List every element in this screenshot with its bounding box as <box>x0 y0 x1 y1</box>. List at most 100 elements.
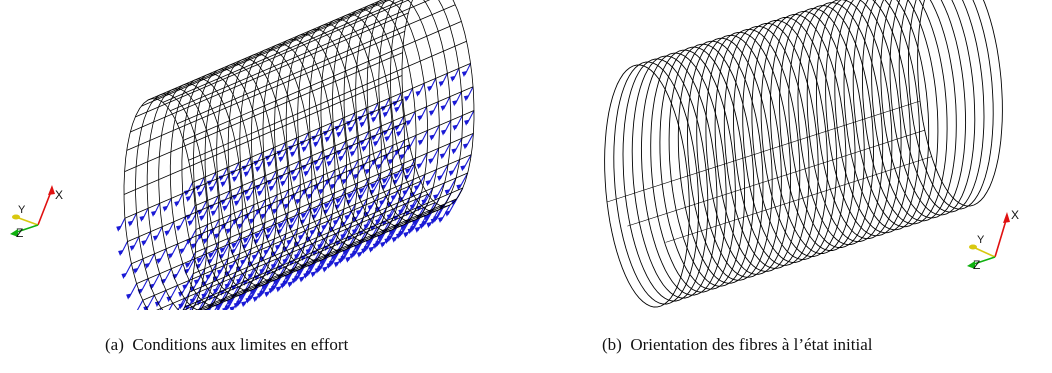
force-arrow <box>453 138 463 153</box>
force-arrow <box>389 190 399 207</box>
force-arrow <box>431 101 439 115</box>
force-arrow <box>377 195 387 212</box>
force-arrow <box>297 189 306 203</box>
force-arrow <box>209 248 219 264</box>
force-arrow <box>186 258 195 274</box>
mesh-generator-line <box>141 0 391 107</box>
mesh-generator-line <box>184 187 463 308</box>
force-arrow-head <box>278 156 284 163</box>
force-arrow-head <box>272 208 277 215</box>
force-arrow <box>275 266 286 284</box>
force-arrow <box>157 290 167 306</box>
force-arrow-head <box>277 222 283 229</box>
mesh-generator-line <box>142 180 421 301</box>
force-arrow-head <box>224 283 230 290</box>
force-arrow-head <box>151 210 156 217</box>
force-arrow-head <box>371 116 377 123</box>
mesh-ring <box>274 33 348 262</box>
force-arrow-head <box>352 228 357 235</box>
force-arrow <box>238 255 248 271</box>
force-arrow-head <box>427 85 433 92</box>
force-arrow <box>187 293 197 309</box>
force-arrow-head <box>154 301 160 308</box>
force-arrow <box>262 203 271 218</box>
force-arrow <box>158 248 167 263</box>
force-arrow-head <box>280 282 286 289</box>
force-arrow <box>135 258 144 273</box>
force-arrow <box>302 208 311 224</box>
caption-b: (b) Orientation des fibres à l’état init… <box>602 335 873 355</box>
force-arrow-head <box>460 165 466 172</box>
axis-y-label: Y <box>18 204 26 216</box>
force-arrow-head <box>333 261 339 268</box>
fibre-ring <box>788 5 874 248</box>
force-arrow <box>443 96 451 110</box>
force-arrow <box>396 116 405 130</box>
force-arrow <box>371 179 381 194</box>
force-arrow <box>373 126 381 140</box>
force-arrow <box>292 184 301 199</box>
force-arrow <box>257 175 266 189</box>
force-arrow <box>443 120 452 134</box>
force-arrow <box>286 194 294 208</box>
force-arrow <box>458 172 469 189</box>
mesh-generator-line <box>126 31 405 151</box>
force-arrow-head <box>396 233 401 240</box>
force-arrow <box>203 270 213 286</box>
force-arrow <box>368 227 378 244</box>
mesh-ring <box>204 63 278 292</box>
force-arrow <box>167 221 175 235</box>
mesh-ring <box>227 53 301 282</box>
fibre-ring <box>917 0 1003 207</box>
force-arrow <box>325 199 334 214</box>
force-arrow <box>408 135 417 149</box>
force-arrow <box>360 184 369 199</box>
force-arrow <box>360 218 371 235</box>
force-arrow <box>143 231 152 245</box>
force-arrow <box>267 223 277 239</box>
force-arrow <box>442 143 451 158</box>
mesh-ring <box>332 8 405 237</box>
force-arrow-head <box>315 165 320 172</box>
force-arrow <box>401 144 410 159</box>
force-arrow <box>319 220 329 236</box>
fibre-ring <box>871 0 957 222</box>
force-arrow-head <box>229 306 235 310</box>
force-arrow-head <box>326 160 332 167</box>
force-arrow <box>120 241 128 255</box>
force-arrow-head <box>452 124 458 131</box>
force-arrow <box>217 291 228 308</box>
fibre-ring <box>659 46 746 290</box>
force-arrow-head <box>234 200 239 207</box>
force-arrow <box>344 169 352 184</box>
force-arrow <box>379 222 390 239</box>
force-arrow-head <box>225 228 231 235</box>
force-arrow-head <box>156 258 162 265</box>
force-arrow <box>279 218 288 234</box>
force-arrow-head <box>282 258 288 265</box>
force-arrow-head <box>364 168 370 175</box>
force-arrow-head <box>349 252 355 259</box>
force-arrow <box>155 226 163 240</box>
force-arrow-head <box>345 256 351 263</box>
force-arrow-head <box>456 184 462 191</box>
force-arrow <box>281 189 290 204</box>
force-arrow <box>350 159 359 174</box>
force-arrow-head <box>380 241 386 248</box>
force-arrow <box>187 252 196 267</box>
force-arrow-head <box>375 219 381 225</box>
force-arrow <box>252 276 262 293</box>
mesh-generator-line <box>130 12 409 133</box>
force-arrow-head <box>303 272 309 279</box>
force-arrow-head <box>214 233 220 240</box>
force-arrow <box>221 278 232 294</box>
force-arrow <box>268 217 277 232</box>
force-arrow-head <box>324 136 330 143</box>
force-arrow-head <box>384 136 390 142</box>
mesh-generator-line <box>170 0 431 112</box>
force-arrow-head <box>208 186 214 193</box>
force-arrow <box>306 162 314 175</box>
force-arrow-head <box>341 178 347 185</box>
force-arrow-head <box>255 166 261 173</box>
mesh-ring <box>181 73 255 302</box>
